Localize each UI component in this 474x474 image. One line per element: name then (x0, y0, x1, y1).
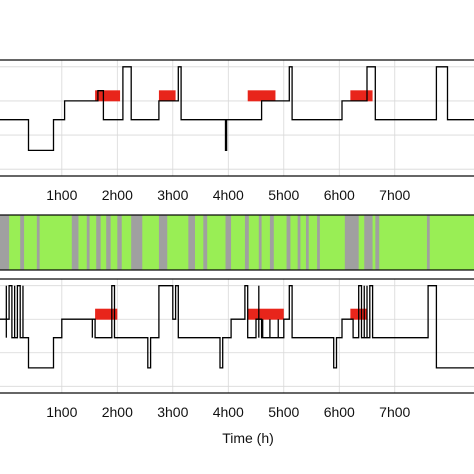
strip-inactive-segment (86, 215, 90, 270)
strip-inactive-segment (344, 215, 359, 270)
x-ticks-top: 1h00 2h00 3h00 4h00 5h00 6h00 7h00 (46, 187, 410, 203)
strip-active-background (0, 215, 474, 270)
x-tick-label: 4h00 (213, 187, 244, 203)
strip-inactive-segment (364, 215, 373, 270)
highlight-span (95, 90, 121, 102)
strip-inactive-segment (297, 215, 301, 270)
strip-inactive-segment (188, 215, 195, 270)
strip-inactive-segment (426, 215, 430, 270)
strip-inactive-segment (286, 215, 291, 270)
highlight-span (350, 90, 373, 102)
panel-bottom: 1h00 2h00 3h00 4h00 5h00 6h00 7h00 Time (h) (0, 278, 474, 446)
x-tick-label: 1h00 (46, 187, 77, 203)
highlight-span (158, 90, 176, 102)
x-tick-label: 6h00 (324, 404, 355, 420)
panel-middle (0, 214, 474, 271)
strip-inactive-segment (375, 215, 380, 270)
x-tick-label: 3h00 (157, 404, 188, 420)
strip-inactive-segment (36, 215, 40, 270)
strip-inactive-segment (20, 215, 25, 270)
strip-inactive-segment (117, 215, 122, 270)
x-tick-label: 7h00 (379, 187, 410, 203)
strip-inactive-segment (269, 215, 274, 270)
x-axis-label: Time (h) (222, 430, 274, 446)
strip-frame (0, 214, 474, 271)
x-tick-label: 5h00 (268, 404, 299, 420)
highlight-spans-top (95, 90, 373, 102)
plot-frame-bottom (0, 278, 474, 394)
x-tick-label: 2h00 (102, 187, 133, 203)
strip-inactive-segment (106, 215, 111, 270)
strip-inactive-segment (203, 215, 208, 270)
spikes-bottom (5, 285, 368, 338)
strip-inactive-segment (158, 215, 168, 270)
strip-inactive-segment (258, 215, 262, 270)
strip-inactive-segment (96, 215, 101, 270)
x-tick-label: 5h00 (268, 187, 299, 203)
x-tick-label: 7h00 (379, 404, 410, 420)
highlight-span (247, 308, 284, 320)
panel-top: 1h00 2h00 3h00 4h00 5h00 6h00 7h00 (0, 59, 474, 203)
activity-strip (0, 215, 474, 270)
highlight-spans-bottom (95, 308, 368, 320)
x-tick-label: 2h00 (102, 404, 133, 420)
x-tick-label: 1h00 (46, 404, 77, 420)
grid-top (0, 60, 474, 176)
x-tick-label: 6h00 (324, 187, 355, 203)
strip-inactive-segment (305, 215, 309, 270)
strip-inactive-segment (317, 215, 320, 270)
strip-inactive-segment (131, 215, 143, 270)
x-tick-label: 3h00 (157, 187, 188, 203)
strip-inactive-segment (225, 215, 232, 270)
plot-frame-top (0, 59, 474, 177)
grid-bottom (0, 279, 474, 393)
highlight-span (95, 308, 118, 320)
state-trace-bottom (0, 285, 474, 369)
strip-inactive-segment (244, 215, 249, 270)
highlight-span (247, 90, 276, 102)
state-trace-top (0, 66, 474, 152)
x-ticks-bottom: 1h00 2h00 3h00 4h00 5h00 6h00 7h00 (46, 404, 410, 420)
strip-inactive-segment (71, 215, 79, 270)
strip-inactive-segment (0, 215, 10, 270)
x-tick-label: 4h00 (213, 404, 244, 420)
